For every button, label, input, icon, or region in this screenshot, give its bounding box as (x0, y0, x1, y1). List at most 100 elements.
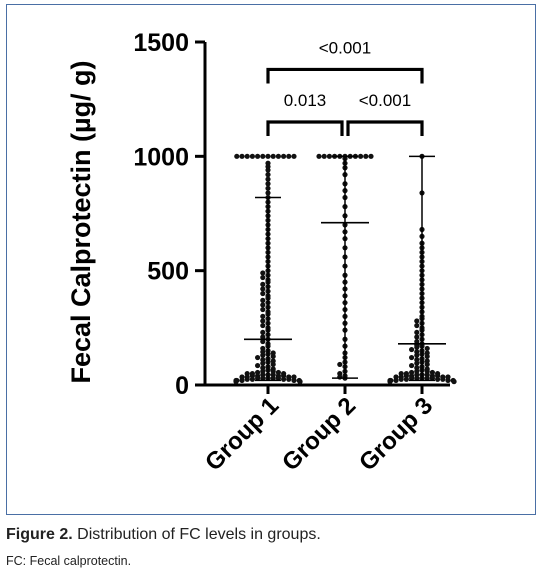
data-point (451, 378, 457, 385)
data-point (414, 318, 420, 324)
data-point (260, 290, 266, 297)
data-point (393, 377, 399, 384)
x-tick-label: Group 2 (277, 392, 361, 476)
data-point (286, 153, 292, 159)
data-point (260, 153, 266, 159)
figure-caption-text: Distribution of FC levels in groups. (72, 526, 321, 543)
data-point (260, 274, 266, 281)
data-point (249, 376, 255, 382)
data-point (275, 153, 281, 159)
figure-caption: Figure 2. Distribution of FC levels in g… (6, 526, 321, 544)
data-point (281, 376, 287, 382)
data-point (260, 306, 266, 313)
data-point (265, 153, 271, 159)
chart: 0 500 1000 1500 Fecal Calprotectin (µg/ g) Gr… (66, 29, 457, 476)
data-point (270, 153, 276, 159)
data-point (260, 313, 266, 319)
data-point (234, 153, 240, 159)
data-point (414, 375, 420, 381)
figure-caption-note: FC: Fecal calprotectin. (6, 554, 132, 568)
data-point (297, 378, 303, 385)
data-point (239, 153, 245, 159)
data-point (260, 329, 266, 336)
data-point (260, 281, 266, 287)
data-point (260, 286, 266, 292)
data-point (255, 153, 261, 159)
x-tick-label: Group 3 (354, 392, 438, 476)
data-point (291, 377, 297, 384)
data-point (435, 376, 441, 382)
data-point (239, 377, 245, 384)
data-point (409, 354, 415, 361)
data-point (316, 153, 322, 159)
data-point (275, 375, 281, 381)
data-point (260, 270, 266, 276)
data-point (286, 376, 292, 382)
data-point (265, 176, 271, 182)
data-point (429, 375, 435, 381)
data-point (358, 153, 364, 159)
data-point (414, 360, 420, 366)
data-point (387, 378, 393, 385)
data-point (414, 344, 420, 350)
y-tick-label: 500 (147, 258, 189, 286)
data-point (414, 329, 420, 336)
data-point (270, 361, 276, 368)
data-point (403, 376, 409, 382)
data-point (260, 322, 266, 329)
data-point (249, 153, 255, 159)
data-point (321, 153, 327, 159)
figure-frame (6, 4, 536, 515)
data-point (337, 361, 343, 368)
data-point (260, 297, 266, 303)
data-point (233, 378, 239, 385)
data-point (260, 360, 266, 366)
figure-label: Figure 2. (6, 526, 73, 543)
data-point (445, 377, 451, 384)
data-point (424, 375, 430, 381)
data-point (270, 375, 276, 381)
y-tick-label: 0 (175, 372, 189, 400)
data-point (255, 354, 261, 361)
data-point (409, 362, 415, 369)
data-point (265, 185, 271, 191)
data-point (260, 338, 266, 345)
data-point (260, 375, 266, 381)
y-tick-label: 1500 (133, 29, 189, 57)
data-point (265, 190, 271, 196)
data-point (270, 353, 276, 360)
significance-bracket (346, 120, 424, 137)
data-point (424, 361, 430, 368)
data-point (260, 334, 266, 340)
significance-bracket (266, 120, 344, 137)
data-point (255, 375, 261, 381)
data-point (424, 353, 430, 360)
data-point (291, 153, 297, 159)
data-point (260, 352, 266, 358)
data-point (265, 181, 271, 187)
data-point (265, 172, 271, 178)
p-value-label: 0.013 (284, 91, 327, 110)
data-point (363, 153, 369, 159)
data-point (260, 318, 266, 324)
y-tick-label: 1000 (133, 143, 189, 171)
data-point (326, 153, 332, 159)
data-point (398, 376, 404, 382)
data-point (244, 153, 250, 159)
p-value-label: <0.001 (319, 38, 371, 57)
y-axis-label: Fecal Calprotectin (µg/ g) (66, 60, 96, 383)
data-point (255, 362, 261, 369)
data-point (368, 153, 374, 159)
data-point (265, 167, 271, 173)
data-point (414, 322, 420, 329)
data-point (244, 376, 250, 382)
data-point (260, 302, 266, 308)
data-point (409, 375, 415, 381)
p-value-label: <0.001 (359, 91, 411, 110)
data-point (424, 345, 430, 352)
data-point (281, 153, 287, 159)
data-point (440, 376, 446, 382)
x-tick-label: Group 1 (200, 392, 284, 476)
data-point (409, 346, 415, 353)
data-point (414, 334, 420, 340)
